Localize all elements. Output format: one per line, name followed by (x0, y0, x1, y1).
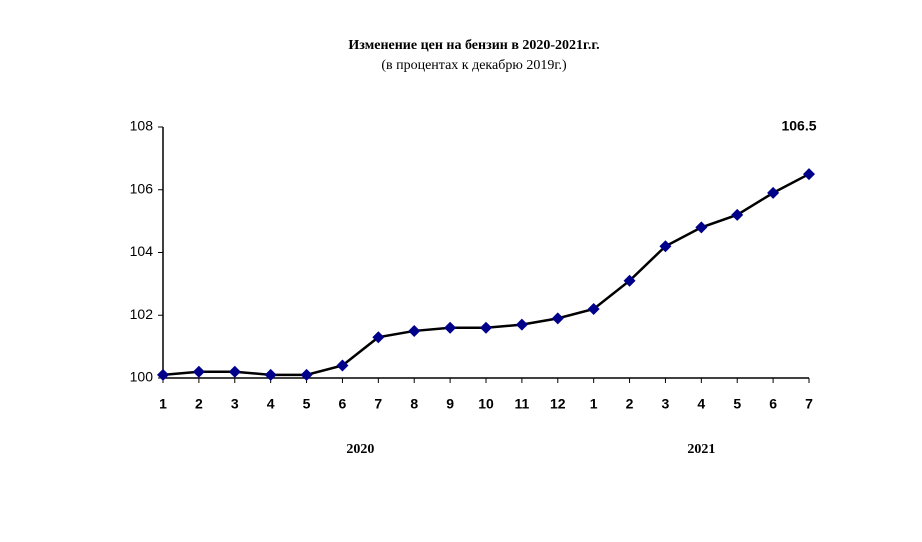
marker (408, 324, 421, 337)
x-tick-label: 5 (303, 396, 311, 412)
x-tick-label: 1 (159, 396, 167, 412)
marker (659, 240, 672, 253)
marker (157, 368, 169, 381)
x-group-label: 2020 (346, 442, 374, 457)
x-tick-label: 3 (662, 396, 670, 412)
x-tick-label: 4 (267, 396, 275, 412)
x-tick-label: 2 (195, 396, 203, 412)
marker (587, 302, 600, 315)
x-tick-label: 11 (514, 396, 529, 412)
x-tick-label: 5 (733, 396, 741, 412)
y-tick-label: 108 (130, 118, 154, 134)
x-tick-label: 2 (626, 396, 634, 412)
marker (480, 321, 492, 334)
marker (192, 365, 205, 378)
x-tick-label: 6 (339, 396, 347, 412)
x-tick-label: 4 (697, 396, 705, 412)
marker (551, 312, 564, 325)
x-tick-label: 7 (374, 396, 382, 412)
chart-subtitle: (в процентах к декабрю 2019г.) (381, 58, 567, 73)
marker (444, 321, 457, 334)
marker (731, 208, 744, 221)
x-tick-label: 8 (410, 396, 418, 412)
chart-title: Изменение цен на бензин в 2020-2021г.г. (348, 38, 599, 53)
marker (695, 221, 708, 234)
marker (300, 368, 313, 381)
y-tick-label: 106 (130, 180, 154, 196)
x-tick-label: 1 (590, 396, 598, 412)
marker (264, 368, 277, 381)
marker (803, 168, 815, 181)
x-tick-label: 6 (769, 396, 777, 412)
y-tick-label: 100 (130, 369, 154, 385)
x-group-label: 2021 (687, 442, 715, 457)
marker (767, 186, 780, 199)
marker (228, 365, 241, 378)
x-tick-label: 10 (478, 396, 494, 412)
marker (372, 331, 385, 344)
x-tick-label: 9 (446, 396, 454, 412)
series-line (162, 172, 810, 377)
data-label: 106.5 (781, 118, 816, 134)
x-tick-label: 7 (805, 396, 813, 412)
marker (515, 318, 528, 331)
y-tick-label: 104 (130, 243, 154, 259)
marker (623, 274, 636, 287)
x-tick-label: 12 (550, 396, 566, 412)
marker (336, 359, 349, 372)
x-tick-label: 3 (231, 396, 239, 412)
y-tick-label: 102 (130, 306, 154, 322)
